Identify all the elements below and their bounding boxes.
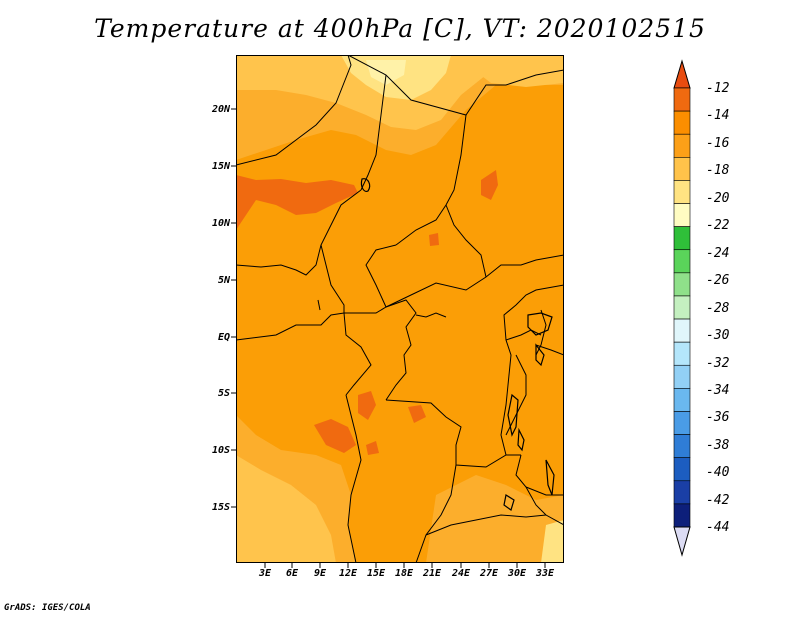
temperature-map xyxy=(236,55,564,563)
cbar-label: -16 xyxy=(706,136,730,151)
colorbar-box xyxy=(673,503,691,528)
colorbar-box xyxy=(673,157,691,181)
warm-angola-4 xyxy=(366,441,379,455)
lat-label-eq: EQ xyxy=(217,332,230,343)
cbar-label: -32 xyxy=(706,356,730,371)
lat-label-10n: 10N xyxy=(211,218,230,229)
colorbar-box xyxy=(673,457,691,482)
field-southeast-cooler xyxy=(541,520,564,563)
lat-label-20n: 20N xyxy=(211,104,230,115)
lat-label-10s: 10S xyxy=(211,445,230,456)
lat-label-15n: 15N xyxy=(211,161,230,172)
lon-label-27e: 27E xyxy=(479,568,499,579)
lon-label-3e: 3E xyxy=(258,568,272,579)
cbar-label: -36 xyxy=(706,410,730,425)
colorbar-box xyxy=(673,180,691,204)
colorbar-box xyxy=(673,249,691,274)
field-southeast-cool xyxy=(426,475,564,563)
lat-label-5s: 5S xyxy=(217,388,230,399)
lat-label-15s: 15S xyxy=(211,502,230,513)
colorbar-box xyxy=(673,411,691,435)
lon-label-18e: 18E xyxy=(394,568,414,579)
cbar-label: -42 xyxy=(706,493,730,508)
warm-car xyxy=(429,233,439,246)
colorbar-box xyxy=(673,388,691,412)
field-northeast-cool xyxy=(474,55,564,87)
cbar-label: -44 xyxy=(706,520,730,535)
colorbar-over-triangle xyxy=(673,59,691,89)
lat-label-5n: 5N xyxy=(217,275,230,286)
cbar-label: -20 xyxy=(706,191,730,206)
cbar-label: -38 xyxy=(706,438,730,453)
lon-label-24e: 24E xyxy=(451,568,471,579)
colorbar-box xyxy=(673,480,691,505)
warm-angola-3 xyxy=(408,405,426,423)
cbar-label: -28 xyxy=(706,301,730,316)
colorbar-box xyxy=(673,87,691,112)
cbar-label: -26 xyxy=(706,273,730,288)
map-title: Temperature at 400hPa [C], VT: 202010251… xyxy=(94,14,706,43)
map-frame xyxy=(236,55,564,563)
cbar-label: -40 xyxy=(706,465,730,480)
lon-label-15e: 15E xyxy=(366,568,386,579)
colorbar-box xyxy=(673,226,691,251)
cbar-label: -12 xyxy=(706,81,730,96)
warm-chad xyxy=(481,170,498,200)
lakes xyxy=(360,178,555,511)
cbar-label: -22 xyxy=(706,218,730,233)
borders xyxy=(236,55,564,563)
colorbar xyxy=(673,59,691,557)
warm-angola-1 xyxy=(358,391,376,420)
colorbar-under-triangle xyxy=(673,526,691,557)
field-north-cold-spot xyxy=(366,60,406,85)
colorbar-box xyxy=(673,318,691,343)
cbar-label: -24 xyxy=(706,246,730,261)
warm-angola-2 xyxy=(314,419,356,453)
colorbar-box xyxy=(673,341,691,366)
colorbar-box xyxy=(673,203,691,227)
colorbar-box xyxy=(673,110,691,135)
lon-label-30e: 30E xyxy=(507,568,527,579)
cbar-label: -34 xyxy=(706,383,730,398)
cbar-label: -18 xyxy=(706,163,730,178)
colorbar-box xyxy=(673,272,691,297)
lon-label-6e: 6E xyxy=(285,568,299,579)
lon-label-21e: 21E xyxy=(422,568,442,579)
colorbar-box xyxy=(673,295,691,320)
grads-credit: GrADS: IGES/COLA xyxy=(4,603,91,613)
colorbar-box xyxy=(673,434,691,458)
lon-label-33e: 33E xyxy=(535,568,555,579)
lon-label-9e: 9E xyxy=(313,568,327,579)
field-south-cooler xyxy=(236,455,336,563)
lon-label-12e: 12E xyxy=(338,568,358,579)
colorbar-box xyxy=(673,364,691,389)
warm-nigeria xyxy=(236,175,358,230)
axis-ticks xyxy=(231,108,546,568)
cbar-label: -14 xyxy=(706,108,730,123)
colorbar-box xyxy=(673,133,691,158)
cbar-label: -30 xyxy=(706,328,730,343)
